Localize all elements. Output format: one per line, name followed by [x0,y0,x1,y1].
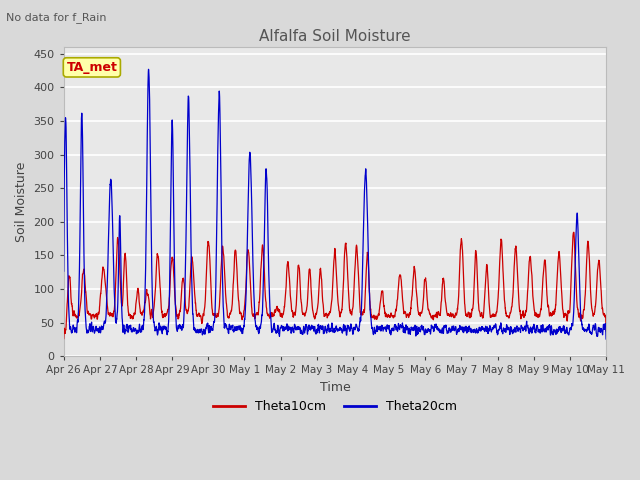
Text: No data for f_Rain: No data for f_Rain [6,12,107,23]
Text: TA_met: TA_met [67,61,117,74]
Y-axis label: Soil Moisture: Soil Moisture [15,161,28,242]
X-axis label: Time: Time [319,381,350,394]
Legend: Theta10cm, Theta20cm: Theta10cm, Theta20cm [208,395,461,418]
Title: Alfalfa Soil Moisture: Alfalfa Soil Moisture [259,29,411,44]
